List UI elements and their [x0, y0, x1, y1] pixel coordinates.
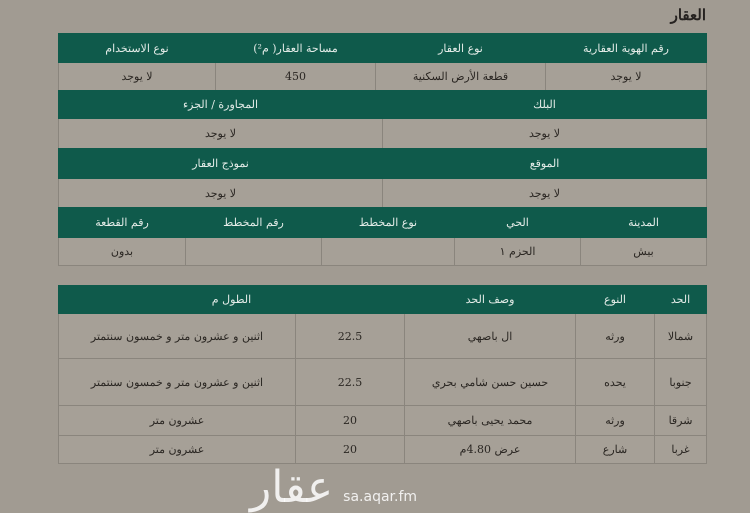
- table-row: جنوبا يحده حسين حسن شامي بحري 22.5 اثنين…: [57, 358, 708, 406]
- value-property-id: لا يوجد: [545, 62, 707, 91]
- value-area: 450: [215, 62, 376, 91]
- value-property-type: قطعة الأرض السكنية: [375, 62, 546, 91]
- value-location: لا يوجد: [382, 178, 707, 208]
- cell-description: حسين حسن شامي بحري: [404, 358, 577, 406]
- header-property-model: نموذج العقار: [58, 148, 383, 179]
- value-block: لا يوجد: [382, 118, 707, 149]
- property-row4-table: المدينة الحي نوع المخطط رقم المخطط رقم ا…: [58, 207, 707, 266]
- value-neighborhood-part: لا يوجد: [58, 118, 383, 149]
- cell-length: 22.5: [295, 358, 406, 406]
- table-row: غربا شارع عرض 4.80م 20 عشرون متر: [57, 435, 708, 464]
- cell-side: غربا: [654, 435, 708, 464]
- cell-length: 22.5: [295, 313, 406, 359]
- cell-length-text: اثنين و عشرون متر و خمسون سنتمتر: [57, 358, 297, 406]
- header-area: مساحة العقار( م²): [215, 33, 376, 63]
- value-plan-type: [321, 237, 455, 266]
- cell-side: شرقا: [654, 405, 708, 436]
- header-property-type: نوع العقار: [375, 33, 546, 63]
- cell-length-text: عشرون متر: [57, 435, 297, 464]
- cell-description: ال باصهي: [404, 313, 577, 359]
- header-plan-number: رقم المخطط: [185, 207, 322, 238]
- header-length: الطول م: [57, 285, 406, 314]
- header-district: الحي: [454, 207, 581, 238]
- section-title: العقار: [670, 6, 706, 24]
- value-plan-number: [185, 237, 322, 266]
- value-district: الحزم ١: [454, 237, 581, 266]
- boundaries-table: الحد النوع وصف الحد الطول م شمالا ورثه ا…: [57, 285, 708, 464]
- watermark-logo: عقار sa.aqar.fm: [250, 466, 417, 510]
- cell-length: 20: [295, 405, 406, 436]
- table-row: شمالا ورثه ال باصهي 22.5 اثنين و عشرون م…: [57, 313, 708, 359]
- property-row2-table: البلك المجاورة / الجزء لا يوجد لا يوجد: [58, 90, 707, 149]
- header-block: البلك: [382, 90, 707, 119]
- value-city: بيش: [580, 237, 707, 266]
- watermark-logo-text: عقار: [250, 462, 334, 513]
- value-plot-number: بدون: [58, 237, 186, 266]
- header-type: النوع: [575, 285, 656, 314]
- cell-length-text: عشرون متر: [57, 405, 297, 436]
- cell-side: جنوبا: [654, 358, 708, 406]
- cell-side: شمالا: [654, 313, 708, 359]
- cell-type: ورثه: [575, 405, 656, 436]
- value-usage-type: لا يوجد: [58, 62, 216, 91]
- header-plan-type: نوع المخطط: [321, 207, 455, 238]
- header-plot-number: رقم القطعة: [58, 207, 186, 238]
- cell-type: ورثه: [575, 313, 656, 359]
- header-property-id: رقم الهوية العقارية: [545, 33, 707, 63]
- value-property-model: لا يوجد: [58, 178, 383, 208]
- property-row3-table: الموقع نموذج العقار لا يوجد لا يوجد: [58, 148, 707, 208]
- table-row: شرقا ورثه محمد يحيى باصهي 20 عشرون متر: [57, 405, 708, 436]
- cell-length: 20: [295, 435, 406, 464]
- cell-length-text: اثنين و عشرون متر و خمسون سنتمتر: [57, 313, 297, 359]
- header-location: الموقع: [382, 148, 707, 179]
- header-description: وصف الحد: [404, 285, 577, 314]
- cell-description: عرض 4.80م: [404, 435, 577, 464]
- property-row1-table: رقم الهوية العقارية نوع العقار مساحة الع…: [58, 33, 707, 91]
- header-side: الحد: [654, 285, 708, 314]
- cell-type: شارع: [575, 435, 656, 464]
- header-city: المدينة: [580, 207, 707, 238]
- cell-type: يحده: [575, 358, 656, 406]
- header-usage-type: نوع الاستخدام: [58, 33, 216, 63]
- watermark-url: sa.aqar.fm: [343, 489, 418, 505]
- header-neighborhood-part: المجاورة / الجزء: [58, 90, 383, 119]
- cell-description: محمد يحيى باصهي: [404, 405, 577, 436]
